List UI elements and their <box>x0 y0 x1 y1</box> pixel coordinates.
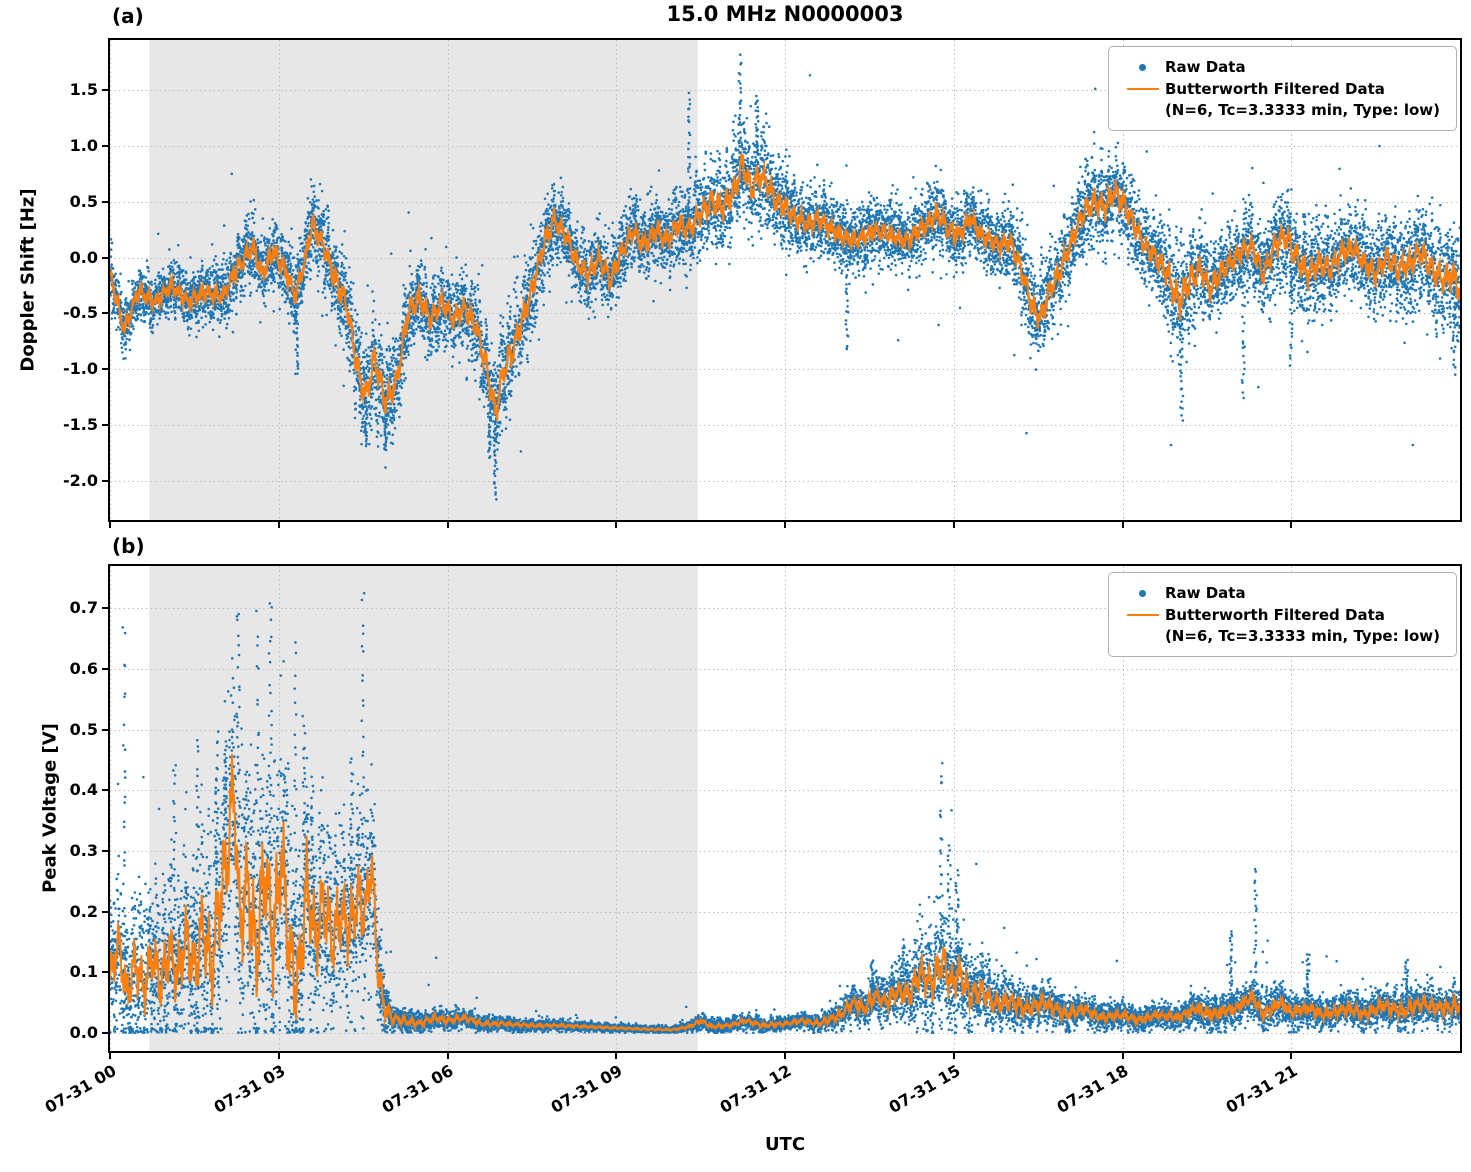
x-tick-mark <box>277 520 280 528</box>
x-tick-label: 07-31 18 <box>1054 1061 1132 1117</box>
legend-raw-data-entry: Raw Data <box>1121 57 1440 77</box>
y-tick-mark <box>102 1031 110 1034</box>
panel-b-label: (b) <box>112 534 145 558</box>
legend-filtered-data-entry: Butterworth Filtered Data (N=6, Tc=3.333… <box>1121 605 1440 646</box>
y-tick-mark <box>102 89 110 92</box>
y-tick-label: 0.4 <box>69 780 98 800</box>
x-tick-mark <box>446 520 449 528</box>
x-tick-mark <box>1121 1051 1124 1059</box>
y-tick-mark <box>102 368 110 371</box>
x-tick-mark <box>952 1051 955 1059</box>
chart-title: 15.0 MHz N0000003 <box>666 2 904 26</box>
x-tick-mark <box>1121 520 1124 528</box>
panel-b-legend: Raw Data Butterworth Filtered Data (N=6,… <box>1107 572 1457 657</box>
y-tick-mark <box>102 479 110 482</box>
y-tick-label: -1.0 <box>63 359 98 379</box>
y-tick-label: 0.5 <box>69 191 98 211</box>
x-tick-mark <box>952 520 955 528</box>
y-tick-mark <box>102 607 110 610</box>
raw-data-dot-icon <box>1121 57 1165 71</box>
legend-filtered-data-entry: Butterworth Filtered Data (N=6, Tc=3.333… <box>1121 79 1440 120</box>
x-tick-label: 07-31 21 <box>1222 1061 1301 1117</box>
x-tick-mark <box>615 520 618 528</box>
x-tick-mark <box>784 1051 786 1059</box>
y-tick-label: 0.7 <box>69 598 98 618</box>
x-axis-label: UTC <box>764 1134 806 1155</box>
y-tick-mark <box>102 728 110 731</box>
legend-raw-data-label: Raw Data <box>1164 58 1246 76</box>
raw-data-dot-icon <box>1121 583 1165 597</box>
y-tick-mark <box>102 424 110 427</box>
y-tick-mark <box>102 849 110 852</box>
y-tick-mark <box>102 312 110 315</box>
filtered-line-icon <box>1121 79 1165 91</box>
panel-a-label: (a) <box>112 4 144 28</box>
legend-filtered-sublabel: (N=6, Tc=3.3333 min, Type: low) <box>1164 626 1440 645</box>
x-tick-label: 07-31 00 <box>41 1061 120 1117</box>
y-tick-mark <box>102 200 110 203</box>
legend-filtered-label: Butterworth Filtered Data <box>1164 606 1385 625</box>
y-tick-label: 0.3 <box>69 840 98 860</box>
x-tick-mark <box>1290 520 1293 528</box>
y-tick-label: 0.6 <box>69 659 98 679</box>
y-tick-label: 1.0 <box>69 136 98 156</box>
x-tick-mark <box>1290 1051 1293 1059</box>
legend-filtered-sublabel: (N=6, Tc=3.3333 min, Type: low) <box>1164 100 1440 119</box>
y-tick-mark <box>102 145 110 148</box>
y-tick-label: 0.0 <box>69 1022 98 1042</box>
x-tick-label: 07-31 15 <box>885 1061 964 1117</box>
filtered-line-icon <box>1121 605 1165 617</box>
x-tick-label: 07-31 12 <box>716 1061 795 1117</box>
y-tick-label: -1.5 <box>63 415 98 435</box>
x-tick-mark <box>277 1051 280 1059</box>
panel-b-y-axis-label: Peak Voltage [V] <box>39 723 61 893</box>
x-tick-mark <box>109 520 111 528</box>
legend-raw-data-entry: Raw Data <box>1121 583 1440 603</box>
y-tick-label: 0.2 <box>69 901 98 921</box>
y-tick-label: 1.5 <box>69 80 98 100</box>
x-tick-label: 07-31 09 <box>547 1061 626 1117</box>
y-tick-mark <box>102 910 110 913</box>
y-tick-label: 0.5 <box>69 719 98 739</box>
x-tick-label: 07-31 06 <box>379 1061 457 1117</box>
y-tick-label: 0.1 <box>69 962 98 982</box>
legend-filtered-label: Butterworth Filtered Data <box>1164 80 1385 99</box>
y-tick-mark <box>102 971 110 974</box>
panel-a-y-axis-label: Doppler Shift [Hz] <box>17 188 39 372</box>
y-tick-mark <box>102 256 110 259</box>
legend-raw-data-label: Raw Data <box>1164 584 1246 602</box>
x-tick-mark <box>446 1051 449 1059</box>
y-tick-label: 0.0 <box>69 247 98 267</box>
panel-a-legend: Raw Data Butterworth Filtered Data (N=6,… <box>1107 46 1457 131</box>
y-tick-mark <box>102 668 110 671</box>
x-tick-mark <box>109 1051 111 1059</box>
x-tick-label: 07-31 03 <box>210 1061 289 1117</box>
x-tick-mark <box>784 520 786 528</box>
y-tick-label: -2.0 <box>63 470 98 490</box>
y-tick-label: -0.5 <box>63 303 98 323</box>
y-tick-mark <box>102 789 110 792</box>
x-tick-mark <box>615 1051 618 1059</box>
